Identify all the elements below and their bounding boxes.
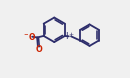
Text: O: O — [35, 45, 42, 54]
Text: $\mathsf{I}^+$: $\mathsf{I}^+$ — [65, 30, 75, 42]
Text: $\mathregular{^-O}$: $\mathregular{^-O}$ — [22, 31, 37, 42]
